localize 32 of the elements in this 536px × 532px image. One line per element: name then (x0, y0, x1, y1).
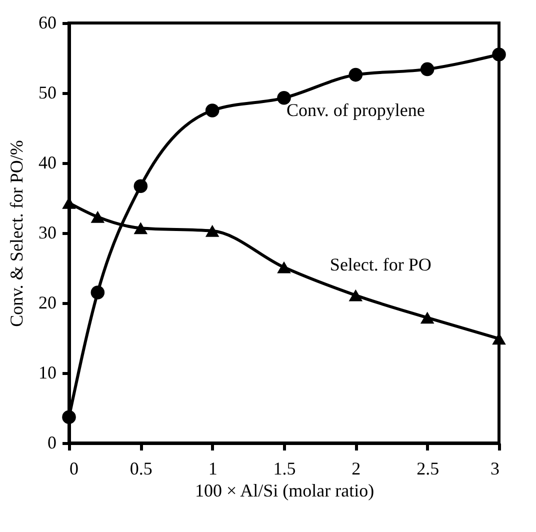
point (277, 91, 291, 105)
point (277, 261, 291, 274)
point (348, 68, 363, 82)
point (134, 222, 148, 234)
y-tick-label: 50 (38, 82, 56, 102)
x-tick-label: 2.5 (416, 458, 440, 478)
y-tick-label: 40 (38, 152, 56, 172)
x-tick-label: 0 (70, 458, 78, 478)
x-tick-label: 0.5 (130, 458, 152, 478)
series-label: Conv. of propylene (286, 100, 425, 120)
y-axis-title: Conv. & Select. for PO/% (6, 140, 26, 327)
y-tick-label: 20 (38, 292, 56, 312)
series-label: Select. for PO (330, 254, 432, 274)
point (62, 410, 76, 424)
y-tick-label: 30 (38, 222, 56, 242)
point (420, 312, 434, 324)
point (90, 210, 105, 223)
y-tick-label: 10 (38, 362, 56, 382)
point (348, 289, 363, 302)
x-axis-title: 100 × Al/Si (molar ratio) (194, 480, 374, 500)
x-tick-label: 1.5 (273, 458, 296, 478)
point (420, 62, 434, 76)
x-tick-label: 2 (352, 458, 361, 478)
y-tick-label: 0 (48, 432, 56, 452)
point (205, 104, 220, 118)
x-tick-label: 1 (208, 458, 218, 478)
y-tick-label: 60 (38, 12, 56, 32)
point (492, 48, 506, 62)
point (90, 286, 105, 300)
x-tick-label: 3 (490, 458, 500, 478)
point (205, 224, 220, 237)
point (134, 179, 148, 193)
